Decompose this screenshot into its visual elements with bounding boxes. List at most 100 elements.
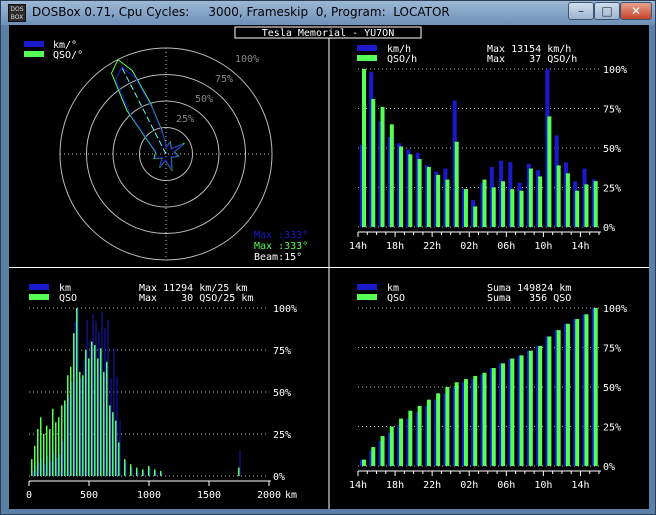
legend-swatch-dist-km — [29, 284, 49, 290]
x-tick-label: 14h — [349, 241, 367, 252]
bar-qso — [362, 69, 366, 227]
cumulative-summary-qso: Suma 356 QSO — [487, 293, 571, 304]
x-tick-label: 14h — [571, 480, 589, 491]
bar-qso — [109, 405, 111, 476]
beam-direction-line — [120, 65, 167, 155]
y-tick-label: 0% — [603, 223, 615, 234]
bar-km — [104, 328, 106, 476]
x-tick-label: 1000 — [137, 490, 161, 501]
app-icon-label-top: DOS — [10, 6, 24, 13]
bar-qso — [408, 154, 413, 227]
bar-km — [32, 470, 34, 476]
x-tick-label: 500 — [80, 490, 98, 501]
x-tick-label: 06h — [497, 241, 515, 252]
bar-qso — [510, 189, 515, 227]
bar-qso — [491, 187, 496, 227]
hourly-summary-km: Max 13154 km/h — [487, 44, 571, 55]
bar-km — [125, 460, 127, 476]
bar-qso — [61, 405, 63, 476]
bar-qso — [238, 467, 240, 476]
bar-km — [98, 331, 100, 476]
bar-qso — [519, 355, 524, 466]
bar-qso — [130, 464, 132, 476]
bar-km — [110, 378, 112, 476]
bar-qso — [154, 469, 156, 476]
bar-qso — [160, 470, 162, 476]
bar-qso — [106, 361, 108, 476]
bar-qso — [91, 341, 93, 476]
bar-qso — [148, 465, 150, 476]
bar-km — [116, 376, 118, 476]
x-tick-label: 02h — [460, 241, 478, 252]
cumulative-bar-chart: 0% 25% 50% 75% 100% 14h 18h 22h 02h 06h 10h 14h — [349, 304, 627, 491]
bar-qso — [463, 379, 468, 466]
window-title: DOSBox 0.71, Cpu Cycles: 3000, Frameskip… — [32, 5, 450, 19]
bar-km — [68, 395, 70, 476]
bar-qso — [389, 426, 394, 466]
bar-km — [77, 308, 79, 476]
dosbox-app-icon[interactable]: DOS BOX — [8, 4, 26, 22]
bar-km — [53, 452, 55, 476]
bar-qso — [436, 174, 441, 227]
bar-km — [517, 182, 522, 227]
bar-qso — [40, 417, 42, 476]
minimize-button[interactable]: – — [568, 2, 594, 20]
distance-chart-panel: km QSO Max 11294 km/25 km Max 30 QSO/25 … — [26, 283, 297, 501]
bar-qso — [473, 375, 478, 466]
bar-qso — [556, 165, 561, 227]
bar-qso — [556, 330, 561, 466]
bar-qso — [37, 428, 39, 476]
bar-qso — [103, 371, 105, 476]
x-tick-label: 0 — [26, 490, 32, 501]
bar-km — [517, 355, 522, 466]
y-tick-label: 50% — [273, 388, 291, 399]
bar-km — [119, 420, 121, 476]
close-button[interactable]: ✕ — [620, 2, 652, 20]
bar-qso — [399, 146, 404, 227]
bar-km — [80, 378, 82, 476]
bar-qso — [473, 206, 478, 227]
bar-qso — [538, 345, 543, 466]
bar-qso — [454, 382, 459, 466]
bar-km — [239, 450, 241, 476]
bar-qso — [575, 319, 580, 466]
y-tick-label: 50% — [603, 383, 621, 394]
bar-qso — [417, 159, 422, 227]
bar-km — [101, 311, 103, 476]
title-bar[interactable]: DOS BOX DOSBox 0.71, Cpu Cycles: 3000, Fr… — [1, 1, 655, 25]
x-tick-label: 06h — [497, 480, 515, 491]
bar-qso — [528, 168, 533, 227]
legend-swatch-km — [24, 41, 44, 47]
legend-swatch-kmh — [357, 45, 377, 51]
y-tick-label: 100% — [273, 304, 297, 315]
bar-qso — [67, 375, 69, 476]
bar-qso — [97, 358, 99, 476]
bar-qso — [454, 141, 459, 227]
bar-km — [71, 381, 73, 476]
bar-qso — [528, 350, 533, 466]
maximize-button[interactable]: □ — [594, 2, 620, 20]
bar-km — [65, 403, 67, 476]
legend-swatch-sum-qso — [357, 294, 377, 300]
bar-qso — [380, 106, 385, 227]
x-axis-label: km — [285, 490, 297, 501]
bar-km — [74, 321, 76, 476]
hourly-legend-qso: QSO/h — [387, 54, 417, 65]
hourly-chart-panel: km/h QSO/h Max 13154 km/h Max 37 QSO/h 0… — [349, 44, 627, 252]
bar-qso — [426, 166, 431, 227]
bar-qso — [538, 176, 543, 227]
locator-display: Tesla Memorial - YU7ON km/° QSO/° 100% 7… — [9, 26, 649, 509]
bar-qso — [408, 410, 413, 466]
bar-qso — [501, 181, 506, 227]
distance-summary-qso: Max 30 QSO/25 km — [139, 293, 253, 304]
bar-qso — [52, 408, 54, 476]
bar-km — [41, 459, 43, 476]
y-tick-label: 0% — [273, 472, 285, 483]
bar-qso — [55, 422, 57, 476]
distance-legend-km: km — [59, 283, 71, 294]
distance-bar-chart: 0% 25% 50% 75% 100% 0 500 1000 1500 2000 km — [26, 304, 297, 501]
dos-screen: Tesla Memorial - YU7ON km/° QSO/° 100% 7… — [9, 25, 649, 509]
bar-km — [35, 465, 37, 476]
bar-km — [47, 455, 49, 476]
bar-qso — [85, 350, 87, 476]
